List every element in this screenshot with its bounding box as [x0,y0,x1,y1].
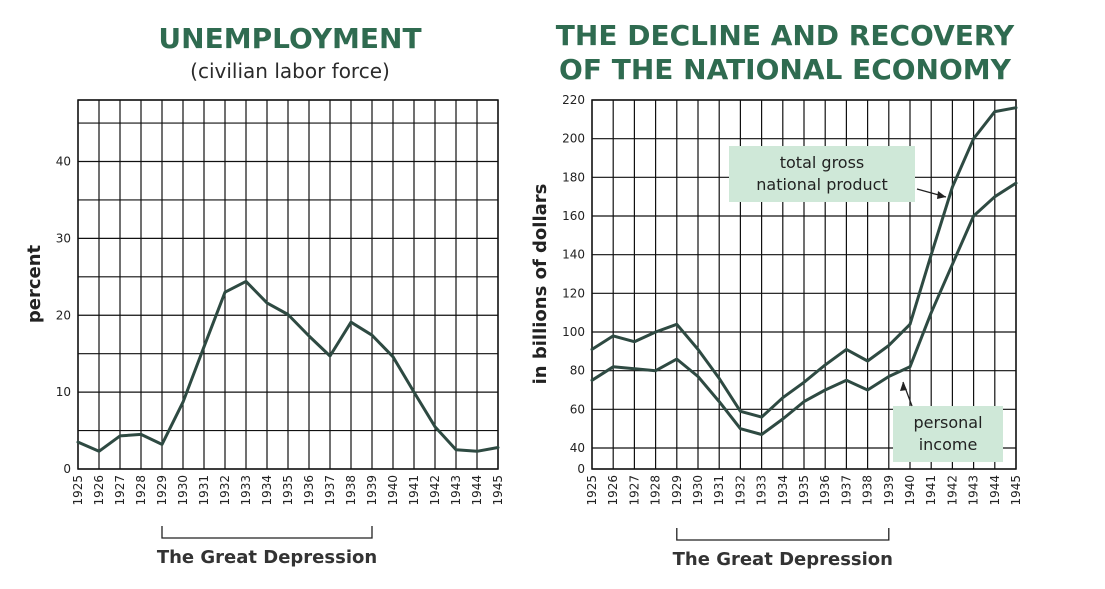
income-callout-line-1: personal [913,413,982,432]
income-callout-box [893,406,1003,462]
y-tick-label: 40 [56,155,71,169]
x-tick-label: 1933 [239,475,253,506]
x-tick-label: 1932 [218,475,232,506]
great-depression-label: The Great Depression [157,547,377,568]
x-tick-label: 1941 [407,475,421,506]
chart-title-line-1: THE DECLINE AND RECOVERY [556,19,1015,52]
y-axis-label: in billions of dollars [530,184,551,385]
y-tick-label: 140 [562,248,585,262]
x-tick-label: 1930 [691,475,705,506]
income-callout-line-2: income [919,435,978,454]
y-tick-label: 60 [570,402,585,416]
x-tick-label: 1935 [281,475,295,506]
x-tick-label: 1945 [1009,475,1023,506]
economy-chart: THE DECLINE AND RECOVERY OF THE NATIONAL… [530,19,1023,570]
x-tick-label: 1934 [260,475,274,506]
x-tick-label: 1929 [155,475,169,506]
gnp-arrowhead [937,191,946,199]
x-tick-label: 1928 [134,475,148,506]
y-axis-label: percent [24,244,45,323]
x-tick-label: 1928 [649,475,663,506]
y-tick-label: 40 [570,441,585,455]
y-tick-label: 180 [562,170,585,184]
y-tick-label: 20 [56,308,71,322]
x-tick-labels: 1925 1926 1927 1928 1929 1930 1931 1932 1933 1934… [585,475,1023,506]
x-tick-label: 1937 [839,475,853,506]
plot-frame [591,99,1017,470]
series-lines [76,279,500,453]
y-tick-label: 30 [56,231,71,245]
y-tick-label: 220 [562,93,585,107]
y-tick-label: 0 [577,462,585,476]
x-tick-label: 1927 [113,475,127,506]
x-tick-label: 1932 [733,475,747,506]
x-tick-label: 1925 [71,475,85,506]
chart-title: UNEMPLOYMENT [158,22,421,55]
y-tick-label: 100 [562,325,585,339]
x-tick-label: 1931 [197,475,211,506]
x-tick-label: 1940 [903,475,917,506]
x-tick-label: 1933 [755,475,769,506]
x-tick-label: 1926 [606,475,620,506]
x-tick-label: 1944 [470,475,484,506]
x-tick-label: 1943 [449,475,463,506]
x-tick-label: 1926 [92,475,106,506]
x-tick-label: 1941 [924,475,938,506]
x-tick-label: 1936 [302,475,316,506]
y-tick-label: 80 [570,364,585,378]
great-depression-bracket [161,526,373,539]
x-tick-label: 1930 [176,475,190,506]
x-tick-label: 1939 [365,475,379,506]
y-tick-label: 160 [562,209,585,223]
series-lines [590,106,1018,436]
income-callout: personal income [893,381,1003,462]
x-tick-label: 1937 [323,475,337,506]
personal-income-line [590,181,1018,436]
x-tick-label: 1927 [627,475,641,506]
grid [591,99,1017,470]
x-tick-label: 1942 [428,475,442,506]
x-tick-label: 1945 [491,475,505,506]
x-tick-label: 1942 [945,475,959,506]
x-tick-label: 1944 [988,475,1002,506]
x-tick-label: 1931 [712,475,726,506]
x-tick-label: 1929 [670,475,684,506]
gnp-callout: total gross national product [729,146,947,202]
x-tick-label: 1943 [967,475,981,506]
gnp-callout-line-2: national product [756,175,887,194]
x-tick-label: 1925 [585,475,599,506]
y-tick-labels: 0 40 60 80 100 120 140 160 180 200 220 [562,93,585,476]
y-tick-label: 200 [562,132,585,146]
x-tick-label: 1939 [882,475,896,506]
grid [77,99,499,470]
unemployment-chart: UNEMPLOYMENT (civilian labor force) perc… [24,22,505,568]
x-tick-label: 1938 [344,475,358,506]
total-gross-national-product-line [590,106,1018,419]
great-depression-bracket [676,528,890,541]
y-tick-labels: 0 10 20 30 40 [56,155,71,477]
x-tick-label: 1940 [386,475,400,506]
x-tick-labels: 1925 1926 1927 1928 1929 1930 1931 1932 1933 1934… [71,475,505,506]
income-arrowhead [900,382,907,391]
chart-title-line-2: OF THE NATIONAL ECONOMY [559,53,1012,86]
x-tick-label: 1934 [776,475,790,506]
y-tick-label: 120 [562,286,585,300]
x-tick-label: 1935 [797,475,811,506]
y-tick-label: 0 [63,462,71,476]
x-tick-label: 1938 [861,475,875,506]
chart-subtitle: (civilian labor force) [190,59,390,83]
gnp-callout-line-1: total gross [780,153,865,172]
y-tick-label: 10 [56,385,71,399]
gnp-callout-box [729,146,915,202]
x-tick-label: 1936 [818,475,832,506]
series-line [76,279,500,453]
great-depression-label: The Great Depression [673,549,893,570]
plot-frame [77,99,499,470]
